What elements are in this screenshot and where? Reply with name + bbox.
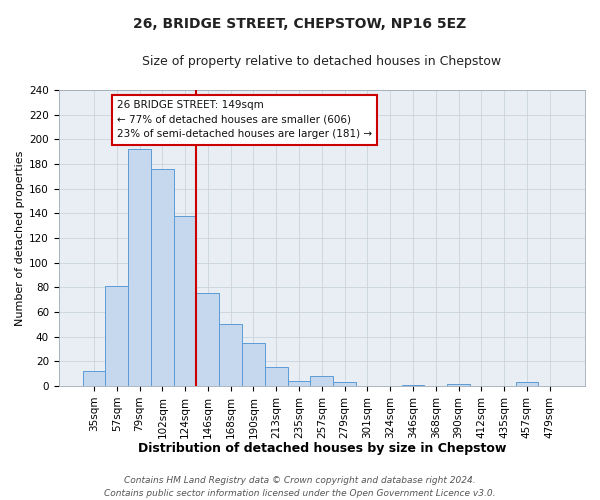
Bar bbox=[401, 385, 424, 386]
Bar bbox=[447, 384, 470, 386]
Bar bbox=[310, 376, 333, 386]
Bar bbox=[151, 169, 174, 386]
Text: 26 BRIDGE STREET: 149sqm
← 77% of detached houses are smaller (606)
23% of semi-: 26 BRIDGE STREET: 149sqm ← 77% of detach… bbox=[117, 100, 372, 140]
Bar bbox=[333, 382, 356, 386]
Bar bbox=[265, 368, 287, 386]
Bar bbox=[287, 381, 310, 386]
Bar bbox=[128, 149, 151, 386]
Bar bbox=[242, 343, 265, 386]
Y-axis label: Number of detached properties: Number of detached properties bbox=[15, 150, 25, 326]
X-axis label: Distribution of detached houses by size in Chepstow: Distribution of detached houses by size … bbox=[137, 442, 506, 455]
Bar bbox=[174, 216, 196, 386]
Text: Contains HM Land Registry data © Crown copyright and database right 2024.
Contai: Contains HM Land Registry data © Crown c… bbox=[104, 476, 496, 498]
Bar bbox=[219, 324, 242, 386]
Title: Size of property relative to detached houses in Chepstow: Size of property relative to detached ho… bbox=[142, 55, 502, 68]
Bar bbox=[106, 286, 128, 386]
Bar bbox=[196, 294, 219, 386]
Bar bbox=[83, 371, 106, 386]
Bar bbox=[515, 382, 538, 386]
Text: 26, BRIDGE STREET, CHEPSTOW, NP16 5EZ: 26, BRIDGE STREET, CHEPSTOW, NP16 5EZ bbox=[133, 18, 467, 32]
